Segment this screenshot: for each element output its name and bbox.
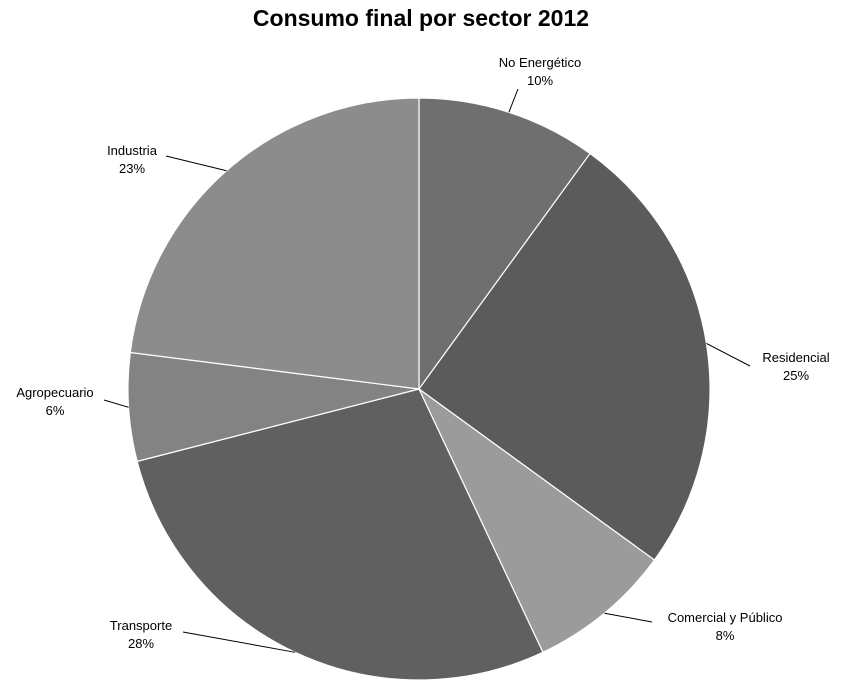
slice-percent-label: 8% — [716, 628, 735, 643]
slice-percent-label: 6% — [46, 403, 65, 418]
slice-percent-label: 25% — [783, 368, 809, 383]
slice-label: Residencial — [762, 350, 829, 365]
slice-label: No Energético — [499, 55, 581, 70]
slice-labels: No Energético 10% Residencial 25% Comercial … — [16, 55, 829, 651]
leader-line — [182, 631, 296, 653]
chart-title: Consumo final por sector 2012 — [253, 5, 589, 31]
slice-label: Agropecuario — [16, 385, 93, 400]
leader-line — [604, 612, 653, 623]
pie-slice-comercial-y-p-blico — [418, 388, 656, 654]
slice-percent-label: 28% — [128, 636, 154, 651]
slice-percent-label: 10% — [527, 73, 553, 88]
pie-slice-no-energ-tico — [418, 97, 591, 391]
leader-line — [165, 155, 227, 172]
pie-slice-residencial — [418, 152, 711, 561]
slice-label: Industria — [107, 143, 158, 158]
leader-line — [103, 399, 129, 408]
leader-line — [706, 343, 751, 367]
pie-slices — [127, 97, 711, 681]
slice-label: Transporte — [110, 618, 172, 633]
slice-label: Comercial y Público — [668, 610, 783, 625]
slice-percent-label: 23% — [119, 161, 145, 176]
leader-line — [508, 88, 519, 113]
leader-lines — [103, 88, 751, 653]
pie-slice-industria — [129, 97, 420, 390]
pie-slice-transporte — [136, 388, 544, 681]
